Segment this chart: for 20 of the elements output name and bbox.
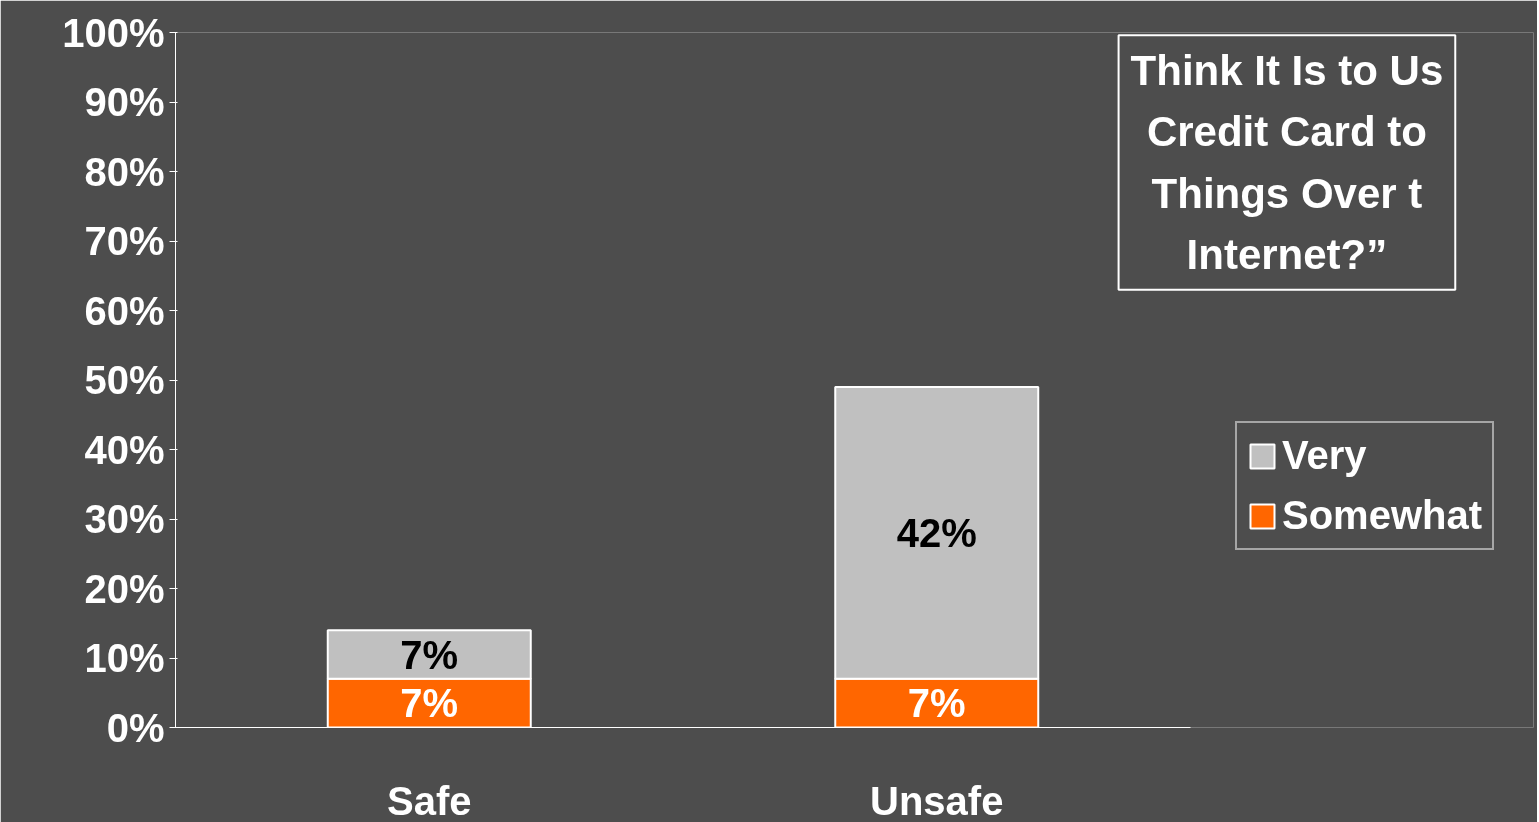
x-tick-label: Unsafe — [870, 778, 1004, 822]
x-tick-label: Safe — [387, 778, 472, 822]
y-tick-label: 10% — [84, 636, 165, 680]
data-label: 42% — [896, 510, 977, 555]
y-tick-label: 0% — [106, 705, 165, 750]
data-label: 7% — [907, 681, 966, 726]
y-tick-label: 100% — [62, 10, 165, 55]
data-label: 7% — [400, 632, 459, 677]
y-tick-label: 30% — [84, 497, 165, 541]
legend-label: Very — [1282, 433, 1367, 478]
y-tick-label: 60% — [84, 288, 165, 333]
y-tick-label: 20% — [84, 566, 165, 611]
text: Think It Is to Us Credit Card to Things Over t Internet?” — [1130, 47, 1444, 278]
data-label: 7% — [400, 681, 459, 726]
legend-label: Somewhat — [1282, 493, 1483, 538]
y-tick-label: 50% — [84, 358, 165, 402]
y-tick-label: 70% — [84, 219, 165, 263]
y-tick-label: 40% — [84, 427, 165, 472]
y-tick-label: 80% — [84, 149, 165, 194]
y-tick-label: 90% — [84, 80, 165, 124]
